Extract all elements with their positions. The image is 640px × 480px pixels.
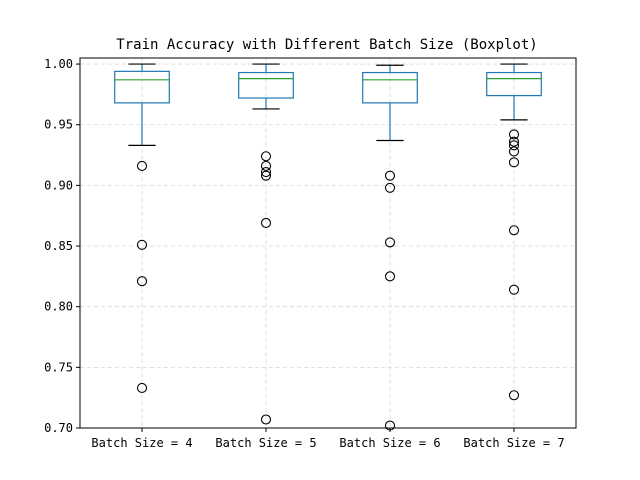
- outlier-point: [384, 237, 396, 248]
- outlier-point: [384, 271, 396, 282]
- chart-title: Train Accuracy with Different Batch Size…: [116, 37, 537, 53]
- y-axis: 0.70 0.75 0.80 0.85 0.90 0.95 1.00: [44, 57, 80, 435]
- outlier-point: [508, 129, 520, 140]
- outlier-point: [508, 284, 520, 295]
- outlier-point: [508, 136, 520, 147]
- outlier-point: [508, 140, 520, 151]
- iqr-box: [114, 70, 170, 104]
- outlier-point: [508, 146, 520, 157]
- outlier-point: [508, 225, 520, 236]
- box-group: [238, 63, 294, 425]
- outlier-point: [260, 160, 272, 172]
- outlier-point: [384, 170, 396, 181]
- box-group: [362, 64, 418, 431]
- outlier-point: [136, 239, 148, 250]
- x-tick-label: Batch Size = 5: [215, 436, 316, 450]
- outlier-point: [260, 166, 272, 178]
- box-group: [114, 63, 170, 394]
- y-tick-label: 0.95: [44, 118, 73, 132]
- y-tick-label: 0.80: [44, 300, 73, 314]
- outlier-point: [508, 390, 520, 401]
- axes-frame: [79, 57, 577, 429]
- x-axis: Batch Size = 4 Batch Size = 5 Batch Size =…: [91, 428, 565, 450]
- outlier-point: [384, 182, 396, 193]
- y-tick-label: 0.70: [44, 421, 73, 435]
- outlier-point: [260, 170, 272, 181]
- x-tick-label: Batch Size = 7: [463, 436, 564, 450]
- outlier-point: [260, 414, 272, 425]
- x-tick-label: Batch Size = 6: [339, 436, 440, 450]
- y-tick-label: 0.75: [44, 360, 73, 374]
- outlier-point: [260, 217, 272, 229]
- outlier-point: [384, 420, 396, 431]
- outlier-point: [136, 382, 148, 394]
- iqr-box: [362, 71, 418, 104]
- grid-layer: [80, 58, 576, 429]
- y-tick-label: 0.85: [44, 239, 73, 253]
- outlier-point: [136, 276, 148, 287]
- x-tick-label: Batch Size = 4: [91, 436, 192, 450]
- y-tick-label: 0.90: [44, 178, 73, 192]
- outlier-point: [508, 157, 520, 168]
- outlier-point: [260, 151, 272, 162]
- y-tick-label: 1.00: [44, 57, 73, 71]
- outlier-point: [136, 160, 148, 172]
- iqr-box: [486, 71, 542, 97]
- iqr-box: [238, 71, 294, 99]
- box-layer: [114, 63, 542, 431]
- box-group: [486, 63, 542, 401]
